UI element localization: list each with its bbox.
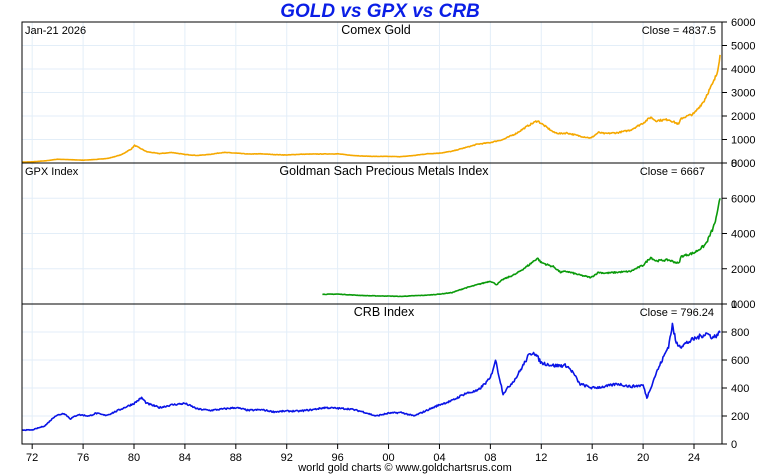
panel-3-close-label: Close = 796.24 xyxy=(640,307,714,319)
panel-2-close-label: Close = 6667 xyxy=(640,166,705,178)
x-tick-label: 96 xyxy=(332,452,344,464)
x-tick-label: 20 xyxy=(637,452,649,464)
y-tick-label: 0 xyxy=(731,299,737,311)
y-tick-label: 6000 xyxy=(731,193,755,205)
y-tick-label: 0 xyxy=(731,158,737,170)
x-tick-label: 12 xyxy=(535,452,547,464)
footer-credit: world gold charts © www.goldchartsrus.co… xyxy=(298,462,512,474)
y-tick-label: 0 xyxy=(731,439,737,451)
y-tick-label: 2000 xyxy=(731,264,755,276)
x-tick-label: 84 xyxy=(179,452,191,464)
y-tick-label: 600 xyxy=(731,355,749,367)
x-axis: 72 76 80 84 88 92 96 00 04 08 12 16 20 24 xyxy=(26,444,700,464)
x-tick-label: 72 xyxy=(26,452,38,464)
gridlines xyxy=(22,22,722,444)
panel-2-index-label: GPX Index xyxy=(25,166,79,178)
y-tick-label: 400 xyxy=(731,383,749,395)
panel-1-date-label: Jan-21 2026 xyxy=(25,25,86,37)
y-tick-label: 1000 xyxy=(731,135,755,147)
y-tick-label: 8000 xyxy=(731,158,755,170)
y-axes: 0100020003000400050006000020004000600080… xyxy=(722,17,755,451)
y-tick-label: 5000 xyxy=(731,41,755,53)
panel-2-title: Goldman Sach Precious Metals Index xyxy=(279,164,489,178)
series-line-3 xyxy=(21,322,721,432)
chart-title: GOLD vs GPX vs CRB xyxy=(280,1,480,22)
y-tick-label: 2000 xyxy=(731,111,755,123)
x-tick-label: 76 xyxy=(77,452,89,464)
x-tick-label: 16 xyxy=(586,452,598,464)
y-tick-label: 6000 xyxy=(731,17,755,29)
series-lines xyxy=(21,54,721,432)
y-tick-label: 200 xyxy=(731,411,749,423)
series-line-1 xyxy=(21,54,721,163)
x-tick-label: 04 xyxy=(433,452,445,464)
y-tick-label: 800 xyxy=(731,327,749,339)
x-tick-label: 92 xyxy=(281,452,293,464)
x-tick-label: 08 xyxy=(484,452,496,464)
y-tick-label: 4000 xyxy=(731,64,755,76)
y-tick-label: 1000 xyxy=(731,299,755,311)
series-line-2 xyxy=(322,198,721,298)
y-tick-label: 4000 xyxy=(731,229,755,241)
panel-3-title: CRB Index xyxy=(354,305,415,319)
x-tick-label: 00 xyxy=(382,452,394,464)
panel-1-title: Comex Gold xyxy=(341,23,411,37)
x-tick-label: 80 xyxy=(128,452,140,464)
panel-labels: Jan-21 2026 Comex Gold Close = 4837.5 GP… xyxy=(25,23,716,319)
x-tick-label: 24 xyxy=(688,452,700,464)
panel-1-close-label: Close = 4837.5 xyxy=(642,25,716,37)
x-tick-label: 88 xyxy=(230,452,242,464)
y-tick-label: 3000 xyxy=(731,88,755,100)
panel-frame-3 xyxy=(21,303,723,445)
